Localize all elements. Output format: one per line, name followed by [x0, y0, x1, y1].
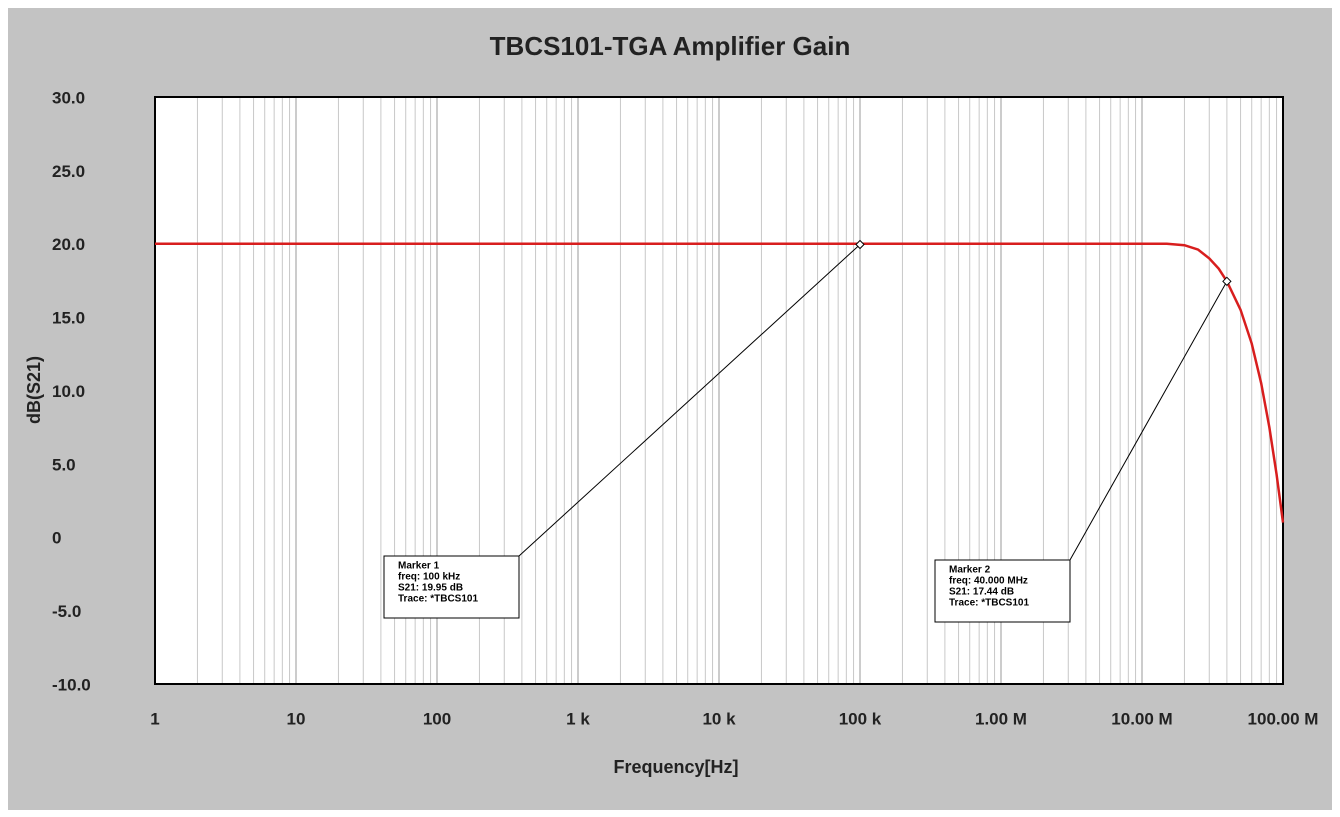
- marker-point: [855, 239, 865, 250]
- marker-text: Marker 1: [398, 561, 440, 572]
- x-tick-label: 1 k: [566, 709, 590, 728]
- plot-border: [154, 96, 1284, 685]
- y-tick-label: 10.0: [52, 382, 85, 401]
- y-tick-label: 5.0: [52, 455, 76, 474]
- marker-point: [1222, 276, 1232, 287]
- y-tick-label: 20.0: [52, 235, 85, 254]
- x-tick-label: 100: [423, 709, 451, 728]
- x-tick-label: 10: [287, 709, 306, 728]
- marker-box: [934, 559, 1071, 623]
- y-tick-label: 25.0: [52, 162, 85, 181]
- leader-line: [1069, 281, 1228, 561]
- x-axis-label: Frequency[Hz]: [613, 757, 738, 777]
- x-tick-label: 1: [150, 709, 159, 728]
- y-tick-label: -10.0: [52, 675, 91, 694]
- marker-text: freq: 100 kHz: [398, 572, 460, 583]
- gain-line: [155, 242, 1285, 523]
- chart-title: TBCS101-TGA Amplifier Gain: [490, 31, 851, 61]
- y-tick-label: -5.0: [52, 602, 81, 621]
- marker-text: Marker 2: [949, 565, 991, 576]
- y-tick-label: 0: [52, 529, 61, 548]
- x-tick-label: 10 k: [702, 709, 736, 728]
- x-tick-label: 100 k: [839, 709, 882, 728]
- marker-box: [383, 555, 520, 619]
- marker-text: freq: 40.000 MHz: [949, 576, 1028, 587]
- x-tick-label: 100.00 M: [1248, 709, 1319, 728]
- x-tick-label: 1.00 M: [975, 709, 1027, 728]
- y-axis-label: dB(S21): [24, 356, 44, 424]
- marker-text: S21: 19.95 dB: [398, 583, 463, 594]
- marker-text: Trace: *TBCS101: [949, 598, 1029, 609]
- marker-text: S21: 17.44 dB: [949, 587, 1014, 598]
- y-tick-label: 30.0: [52, 88, 85, 107]
- y-tick-label: 15.0: [52, 309, 85, 328]
- leader-line: [518, 244, 861, 557]
- marker-text: Trace: *TBCS101: [398, 594, 478, 605]
- x-tick-label: 10.00 M: [1111, 709, 1172, 728]
